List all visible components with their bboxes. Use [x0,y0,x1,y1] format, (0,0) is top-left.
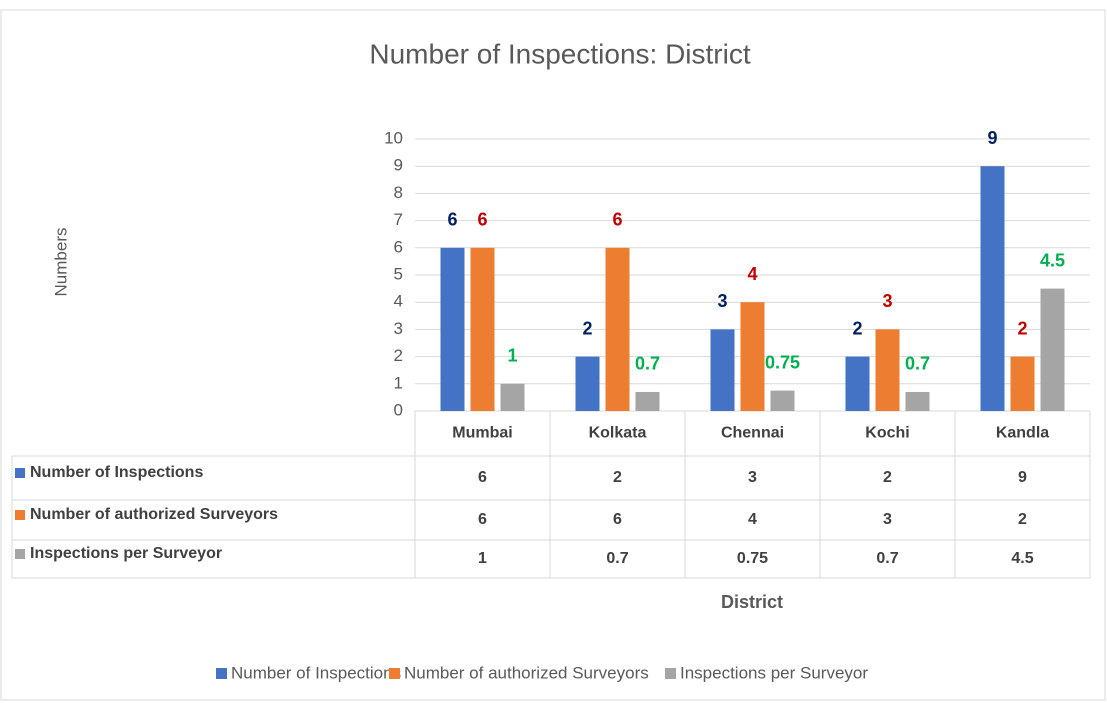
table-cell: 0.7 [876,550,898,567]
table-cell: 3 [748,469,757,486]
x-tick-label: Mumbai [452,425,512,442]
y-tick-label: 1 [394,373,403,392]
data-label: 0.7 [905,354,930,374]
table-cell: 4.5 [1011,550,1033,567]
data-label: 6 [612,210,622,230]
table-legend-key [15,510,25,520]
table-cell: 6 [478,469,487,486]
data-label: 1 [507,346,517,366]
y-tick-label: 4 [394,292,403,311]
table-row-label: Inspections per Surveyor [30,545,222,562]
bar [710,329,735,411]
y-tick-label: 2 [394,346,403,365]
data-label: 4.5 [1040,250,1065,270]
bar [845,356,870,411]
x-tick-label: Kandla [996,425,1049,442]
bar [875,329,900,411]
bar [635,391,660,411]
x-tick-label: Kolkata [589,425,647,442]
legend-label: Inspections per Surveyor [680,663,868,682]
legend-label: Number of Inspections [231,663,401,682]
bar [770,390,795,411]
x-axis-label: District [721,592,783,612]
data-label: 3 [882,291,892,311]
table-cell: 0.7 [606,550,628,567]
y-axis-label: Numbers [51,228,70,297]
y-tick-label: 6 [394,237,403,256]
y-tick-label: 10 [384,128,403,147]
table-cell: 9 [1018,469,1027,486]
bar [575,356,600,411]
table-cell: 2 [883,469,892,486]
y-tick-label: 0 [394,400,403,419]
data-label: 2 [582,318,592,338]
bar [905,391,930,411]
chart-frame [0,9,1106,701]
bar [470,247,495,411]
table-legend-key [15,468,25,478]
bar [440,247,465,411]
data-label: 0.75 [765,352,800,372]
data-label: 2 [852,318,862,338]
table-cell: 0.75 [737,550,768,567]
data-label: 3 [717,291,727,311]
y-tick-label: 3 [394,319,403,338]
data-label: 6 [447,210,457,230]
x-tick-label: Chennai [721,425,784,442]
table-legend-key [15,549,25,559]
table-cell: 1 [478,550,487,567]
chart-title: Number of Inspections: District [369,38,750,69]
bar [1040,288,1065,411]
table-cell: 3 [883,511,892,528]
table-row-label: Number of Inspections [30,464,203,481]
legend-key [389,668,400,679]
table-row-label: Number of authorized Surveyors [30,506,278,523]
bar [605,247,630,411]
table-cell: 2 [1018,511,1027,528]
bar [1010,356,1035,411]
data-label: 2 [1017,318,1027,338]
table-cell: 6 [613,511,622,528]
data-label: 9 [987,128,997,148]
bar [740,302,765,411]
bar [980,166,1005,411]
y-tick-label: 5 [394,264,403,283]
y-tick-label: 7 [394,210,403,229]
legend-label: Number of authorized Surveyors [404,663,649,682]
legend-key [216,668,227,679]
bar [500,383,525,411]
table-cell: 6 [478,511,487,528]
data-label: 0.7 [635,354,660,374]
y-tick-label: 8 [394,183,403,202]
x-tick-label: Kochi [865,425,909,442]
table-cell: 2 [613,469,622,486]
table-cell: 4 [748,511,757,528]
data-label: 6 [477,210,487,230]
data-label: 4 [747,264,757,284]
y-tick-label: 9 [394,156,403,175]
legend-key [665,668,676,679]
